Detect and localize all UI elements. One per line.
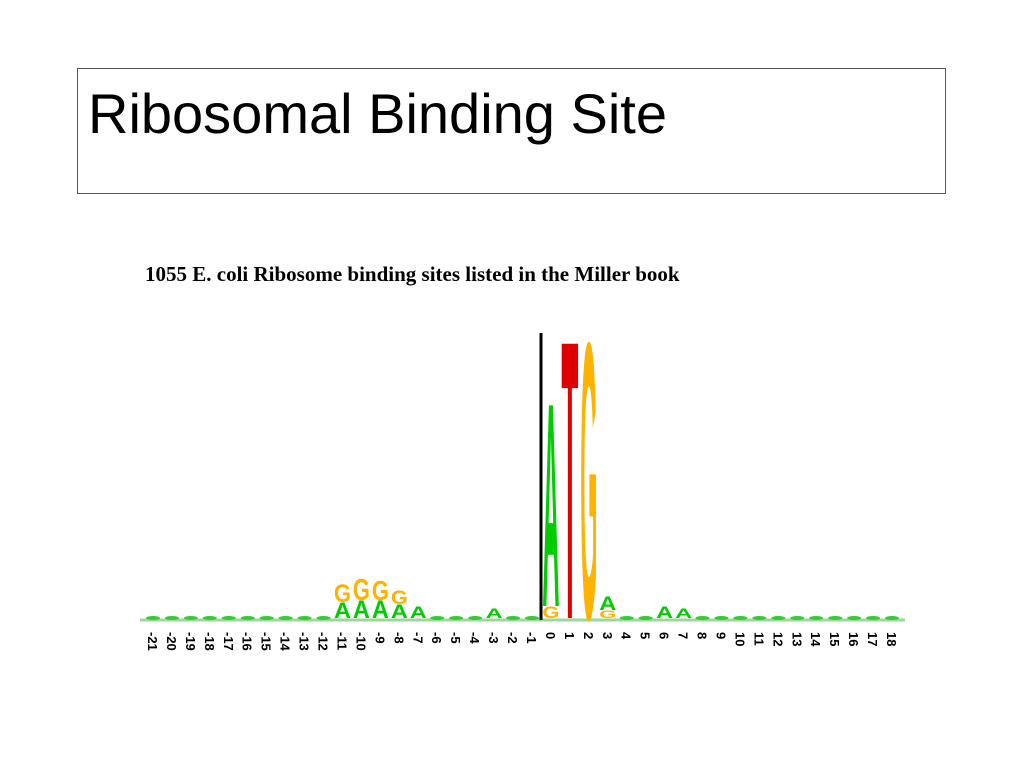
logo-letter: A (353, 597, 370, 624)
minor-signal (733, 616, 748, 620)
minor-signal (506, 616, 521, 620)
position-label: 9 (713, 632, 728, 639)
minor-signal (468, 616, 483, 620)
figure-caption: 1055 E. coli Ribosome binding sites list… (145, 262, 680, 286)
position-label: -21 (145, 632, 160, 651)
position-label: -5 (448, 632, 463, 644)
minor-signal (297, 616, 312, 620)
position-label: 16 (846, 632, 861, 646)
minor-signal (695, 616, 710, 620)
logo-letter: A (486, 606, 503, 621)
minor-signal (430, 616, 445, 620)
position-label: -8 (391, 632, 406, 644)
minor-signal (146, 616, 160, 620)
logo-letter: A (372, 597, 389, 624)
position-label: -3 (486, 632, 501, 644)
logo-letter: A (656, 604, 673, 622)
logo-letter: G (372, 574, 389, 606)
logo-letter: A (542, 342, 559, 668)
position-label: 12 (770, 632, 785, 646)
position-label: 2 (581, 632, 596, 639)
position-label: -19 (183, 632, 198, 651)
position-label: -13 (297, 632, 312, 651)
position-label: 5 (638, 632, 653, 639)
position-label: -16 (240, 632, 255, 651)
position-label: -4 (467, 632, 482, 644)
logo-letter: G (599, 609, 616, 621)
position-label: 18 (884, 632, 899, 646)
logo-letter: A (334, 598, 351, 623)
minor-signal (752, 616, 767, 620)
minor-signal (259, 616, 274, 620)
position-label: -14 (278, 632, 293, 652)
logo-letter: G (580, 261, 597, 703)
position-label: -11 (334, 632, 349, 650)
position-label: 15 (827, 632, 842, 646)
logo-letter: A (675, 606, 692, 621)
position-label: -9 (372, 632, 387, 644)
position-label: 3 (600, 632, 615, 639)
position-label: -12 (316, 632, 331, 651)
position-label: 6 (657, 632, 672, 639)
logo-letter: T (561, 257, 578, 703)
position-label: -6 (429, 632, 444, 644)
minor-signal (202, 616, 217, 620)
minor-signal (771, 616, 786, 620)
position-label: 8 (695, 632, 710, 639)
position-label: -15 (259, 632, 274, 651)
position-label: 7 (676, 632, 691, 639)
minor-signal (619, 616, 634, 620)
position-label: 10 (732, 632, 747, 646)
minor-signal (885, 616, 899, 620)
minor-signal (828, 616, 843, 620)
minor-signal (221, 616, 236, 620)
minor-signal (809, 616, 824, 620)
slide-title: Ribosomal Binding Site (88, 82, 667, 145)
logo-letter: G (334, 581, 351, 608)
position-label: -2 (505, 632, 520, 644)
minor-signal (449, 616, 464, 620)
minor-signal (790, 616, 805, 620)
minor-signal (866, 616, 881, 620)
logo-letter: A (391, 600, 408, 622)
position-label: 17 (865, 632, 880, 646)
position-label: -20 (164, 632, 179, 651)
minor-signal (714, 616, 729, 620)
minor-signal (164, 616, 179, 620)
logo-letter: G (391, 586, 408, 608)
position-label: 4 (619, 632, 634, 640)
position-label: 14 (808, 632, 823, 647)
minor-signal (278, 616, 293, 620)
minor-signal (524, 616, 539, 620)
minor-signal (638, 616, 653, 620)
position-label: -7 (410, 632, 425, 644)
position-label: 0 (543, 632, 558, 639)
minor-signal (847, 616, 862, 620)
logo-letter: A (599, 592, 616, 614)
position-label: 1 (562, 632, 577, 639)
minor-signal (316, 616, 331, 620)
position-label: -18 (202, 632, 217, 651)
position-label: -10 (353, 632, 368, 651)
position-label: 11 (751, 632, 766, 646)
position-label: 13 (789, 632, 804, 646)
logo-letter: G (353, 572, 370, 606)
position-label: -17 (221, 632, 236, 651)
logo-letter: G (542, 604, 559, 622)
title-box: Ribosomal Binding Site (77, 68, 946, 194)
position-label: -1 (524, 632, 539, 644)
minor-signal (183, 616, 198, 620)
logo-letter: A (410, 604, 427, 622)
minor-signal (240, 616, 255, 620)
